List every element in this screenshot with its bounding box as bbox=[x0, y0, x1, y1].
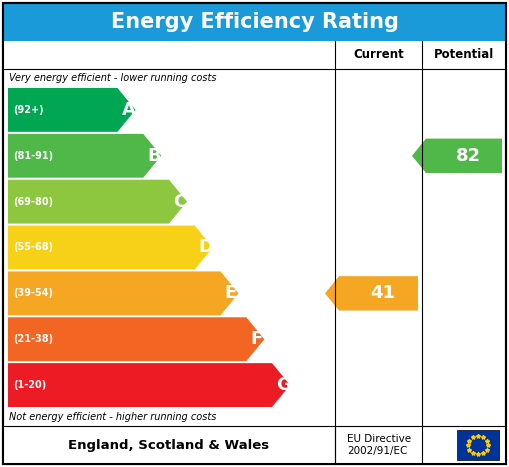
Polygon shape bbox=[325, 276, 418, 311]
Text: (1-20): (1-20) bbox=[13, 380, 46, 390]
Text: G: G bbox=[276, 376, 291, 394]
Polygon shape bbox=[8, 180, 187, 224]
Text: F: F bbox=[250, 330, 263, 348]
Polygon shape bbox=[8, 317, 264, 361]
Text: Current: Current bbox=[353, 49, 404, 62]
Text: EU Directive: EU Directive bbox=[347, 434, 411, 444]
Text: Energy Efficiency Rating: Energy Efficiency Rating bbox=[110, 12, 399, 32]
Text: (55-68): (55-68) bbox=[13, 242, 53, 253]
Polygon shape bbox=[8, 363, 290, 407]
Text: Potential: Potential bbox=[434, 49, 494, 62]
Text: (21-38): (21-38) bbox=[13, 334, 53, 344]
Polygon shape bbox=[8, 134, 161, 178]
Bar bbox=[457, 430, 499, 460]
Text: Very energy efficient - lower running costs: Very energy efficient - lower running co… bbox=[9, 73, 216, 83]
Text: (39-54): (39-54) bbox=[13, 288, 53, 298]
Polygon shape bbox=[8, 88, 135, 132]
Text: D: D bbox=[199, 239, 214, 256]
Text: B: B bbox=[147, 147, 161, 165]
Polygon shape bbox=[8, 226, 213, 269]
Text: E: E bbox=[224, 284, 237, 302]
Polygon shape bbox=[8, 271, 239, 315]
Text: A: A bbox=[122, 101, 135, 119]
Text: England, Scotland & Wales: England, Scotland & Wales bbox=[68, 439, 270, 452]
Text: (69-80): (69-80) bbox=[13, 197, 53, 206]
Text: (92+): (92+) bbox=[13, 105, 44, 115]
Bar bbox=[3, 3, 506, 41]
Text: Not energy efficient - higher running costs: Not energy efficient - higher running co… bbox=[9, 412, 216, 422]
Text: 2002/91/EC: 2002/91/EC bbox=[347, 446, 407, 456]
Text: C: C bbox=[173, 193, 186, 211]
Bar bbox=[3, 41, 506, 69]
Text: (81-91): (81-91) bbox=[13, 151, 53, 161]
Polygon shape bbox=[412, 139, 502, 173]
Text: 41: 41 bbox=[370, 284, 395, 302]
Text: 82: 82 bbox=[456, 147, 480, 165]
Bar bbox=[3, 426, 506, 464]
